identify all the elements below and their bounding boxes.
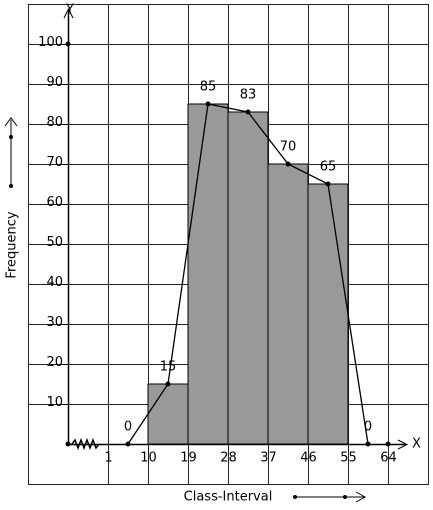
polygon-point [165, 381, 171, 387]
x-tick-label: 46 [300, 451, 317, 466]
y-tick-label: 50 [46, 235, 63, 250]
x-tick-label: 28 [220, 451, 237, 466]
data-label: 85 [200, 80, 217, 95]
y-tick-label: 90 [46, 75, 63, 90]
bar [187, 103, 229, 445]
x-tick-label: 37 [260, 451, 277, 466]
y-tick-label: 80 [46, 115, 63, 130]
data-label: 15 [160, 360, 177, 375]
y-tick-label: 70 [46, 155, 63, 170]
y-label-arrow [4, 117, 18, 188]
y-tick-label: 40 [46, 275, 63, 290]
y-tick-label: 100 [38, 35, 63, 50]
y-axis-label: Frequency [5, 211, 20, 278]
x-tick-label: 1 [104, 451, 112, 466]
data-label: 83 [240, 88, 257, 103]
y-axis-arrow [63, 7, 74, 19]
y-tick-label: 60 [46, 195, 63, 210]
y-tick-label: 30 [46, 315, 63, 330]
y-axis-letter: Y [65, 3, 74, 18]
data-label: 0 [364, 420, 372, 435]
polygon-point [125, 441, 131, 447]
x-axis-letter: X [412, 437, 421, 452]
data-label: 0 [124, 420, 132, 435]
data-label: 70 [280, 140, 297, 155]
bar [147, 383, 189, 445]
x-tick-label: 10 [140, 451, 157, 466]
origin-dot [65, 441, 71, 447]
polygon-point [365, 441, 371, 447]
x-tick-label: 55 [340, 451, 357, 466]
data-label: 65 [320, 160, 337, 175]
x-axis-label: Class-Interval [184, 490, 273, 505]
y-tick-label: 20 [46, 355, 63, 370]
axis-dot [385, 441, 391, 447]
bar [307, 183, 349, 445]
polygon-point [245, 109, 251, 115]
axis-dot [65, 41, 71, 47]
axis-break [71, 437, 100, 451]
polygon-point [285, 161, 291, 167]
y-tick-label: 10 [46, 395, 63, 410]
bar [267, 163, 309, 445]
x-tick-label: 64 [380, 451, 397, 466]
polygon-point [325, 181, 331, 187]
x-tick-label: 19 [180, 451, 197, 466]
x-axis-arrow [397, 439, 409, 450]
polygon-point [205, 101, 211, 107]
x-label-arrow [293, 491, 367, 503]
bar [227, 111, 269, 445]
